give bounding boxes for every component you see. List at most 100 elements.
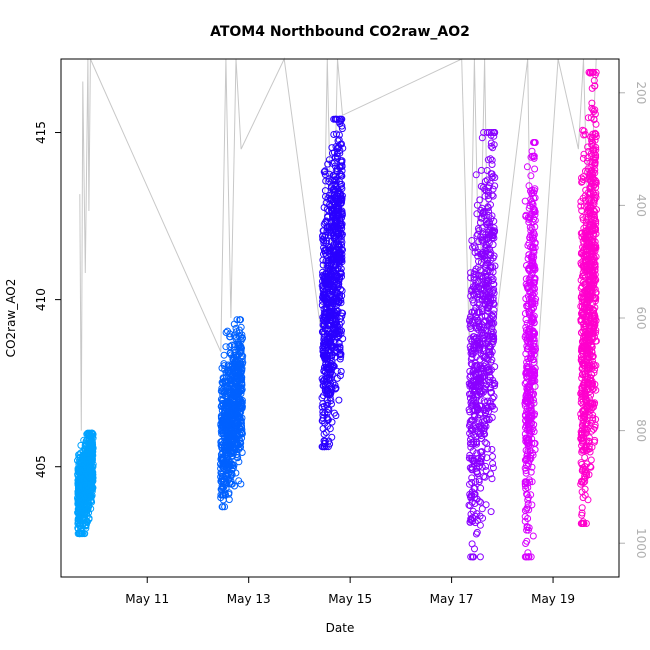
data-point bbox=[474, 391, 482, 399]
data-point bbox=[337, 353, 345, 361]
data-point bbox=[530, 319, 538, 327]
data-point bbox=[338, 192, 346, 200]
data-point bbox=[583, 419, 591, 427]
data-point bbox=[338, 125, 346, 133]
data-point bbox=[238, 360, 246, 368]
data-point bbox=[467, 269, 475, 277]
data-point bbox=[89, 471, 97, 478]
data-point bbox=[488, 446, 496, 453]
data-point bbox=[592, 362, 600, 369]
data-point bbox=[592, 68, 600, 76]
data-point bbox=[582, 520, 590, 527]
data-point bbox=[485, 208, 493, 215]
data-point bbox=[238, 331, 246, 339]
data-point bbox=[239, 334, 246, 342]
data-point bbox=[479, 514, 487, 522]
data-point bbox=[477, 484, 485, 492]
data-point bbox=[592, 289, 600, 297]
data-point bbox=[81, 530, 89, 538]
data-point bbox=[335, 131, 343, 139]
data-point bbox=[238, 396, 246, 404]
data-point bbox=[489, 192, 497, 200]
data-point bbox=[531, 364, 539, 372]
data-point bbox=[592, 143, 600, 151]
data-point bbox=[473, 439, 480, 447]
data-point bbox=[339, 309, 347, 317]
data-point bbox=[490, 306, 498, 314]
data-point bbox=[336, 372, 344, 380]
data-point bbox=[592, 337, 600, 345]
data-point bbox=[478, 272, 486, 280]
data-point bbox=[475, 497, 483, 505]
data-point bbox=[491, 363, 499, 371]
data-point bbox=[531, 223, 539, 231]
data-point bbox=[490, 289, 498, 297]
data-point bbox=[592, 191, 600, 199]
data-point bbox=[238, 404, 246, 412]
data-point bbox=[89, 448, 97, 456]
data-point bbox=[531, 274, 539, 282]
y2-tick-label: 600 bbox=[634, 307, 648, 330]
data-point bbox=[581, 454, 589, 461]
data-point bbox=[481, 186, 489, 193]
data-point bbox=[529, 205, 537, 212]
data-point bbox=[339, 246, 346, 254]
data-point bbox=[237, 439, 245, 447]
data-point bbox=[589, 357, 596, 365]
data-point bbox=[531, 139, 539, 146]
data-point bbox=[593, 206, 600, 214]
data-point bbox=[488, 277, 496, 285]
data-point bbox=[337, 171, 345, 178]
data-point bbox=[337, 296, 345, 304]
series-4 bbox=[465, 129, 499, 561]
data-point bbox=[528, 439, 536, 447]
data-point bbox=[592, 244, 600, 252]
series-2 bbox=[217, 316, 247, 511]
data-point bbox=[328, 418, 336, 426]
data-point bbox=[230, 461, 238, 469]
y-tick-label: 410 bbox=[34, 288, 48, 311]
data-point bbox=[89, 452, 97, 460]
y-tick-label: 405 bbox=[34, 455, 48, 478]
data-point bbox=[528, 501, 536, 509]
data-point bbox=[530, 421, 538, 429]
series-1 bbox=[74, 429, 97, 538]
data-point bbox=[338, 207, 346, 215]
data-point bbox=[592, 153, 600, 161]
data-point bbox=[525, 434, 533, 442]
data-point bbox=[490, 280, 498, 288]
data-point bbox=[482, 462, 490, 470]
data-point bbox=[530, 396, 537, 404]
data-point bbox=[219, 503, 227, 511]
data-point bbox=[468, 237, 476, 244]
data-point bbox=[489, 275, 497, 283]
data-point bbox=[592, 297, 599, 305]
data-point bbox=[331, 381, 339, 389]
data-point bbox=[467, 274, 475, 282]
data-point bbox=[490, 141, 498, 149]
data-point bbox=[530, 304, 538, 312]
data-point bbox=[490, 319, 498, 327]
series-3 bbox=[318, 115, 347, 451]
data-point bbox=[587, 456, 595, 464]
data-point bbox=[489, 453, 496, 460]
data-point bbox=[479, 345, 487, 353]
data-point bbox=[530, 399, 538, 407]
data-point bbox=[476, 521, 484, 529]
data-point bbox=[337, 241, 345, 249]
data-point bbox=[472, 171, 480, 179]
data-point bbox=[483, 440, 491, 448]
data-point bbox=[488, 475, 496, 483]
data-point bbox=[469, 447, 477, 455]
data-point bbox=[591, 169, 599, 177]
data-point bbox=[321, 167, 329, 175]
data-point bbox=[590, 200, 598, 208]
data-point bbox=[481, 438, 489, 446]
data-point bbox=[587, 293, 595, 301]
data-point bbox=[491, 174, 499, 181]
data-point bbox=[220, 362, 228, 370]
data-point bbox=[89, 460, 97, 468]
data-point bbox=[531, 165, 539, 173]
data-point bbox=[591, 176, 599, 184]
y2-tick-label: 200 bbox=[634, 81, 648, 104]
